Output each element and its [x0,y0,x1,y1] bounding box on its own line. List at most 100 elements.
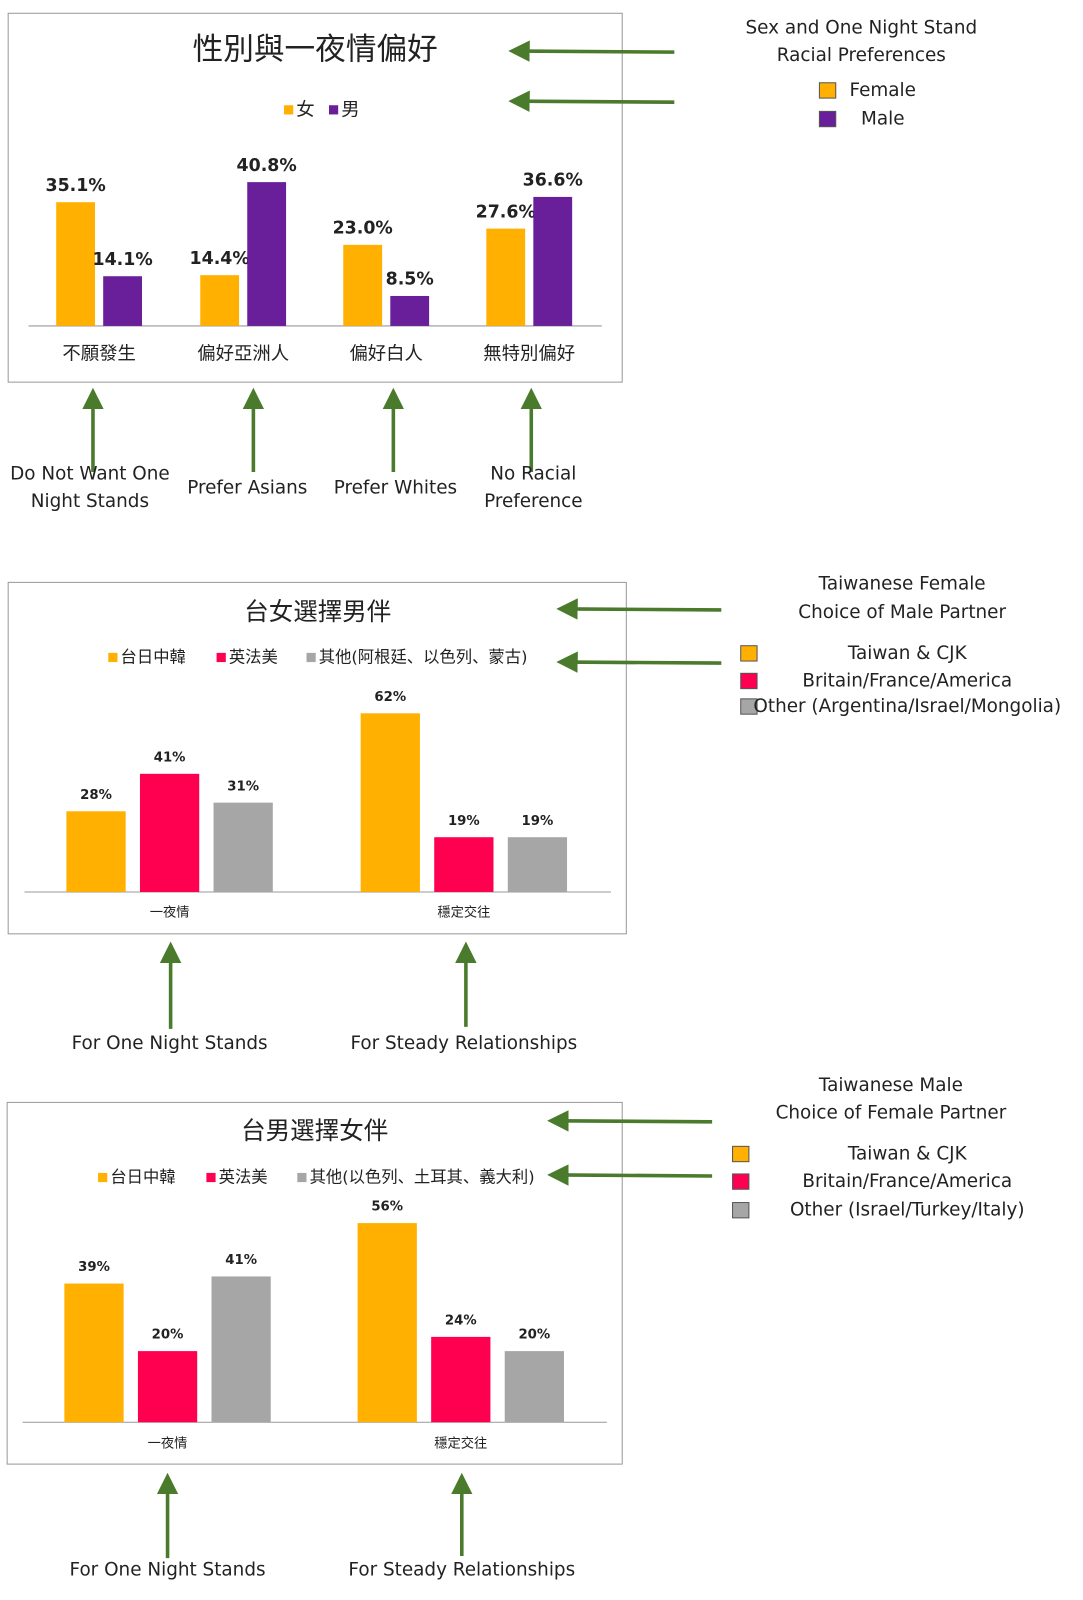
category-label: 穩定交往 [434,1435,487,1452]
data-label: 41% [154,750,186,765]
bar [247,182,287,326]
data-label: 28% [80,788,112,803]
bar [431,1336,491,1423]
legend-label: 台日中韓 [121,647,186,666]
data-label: 20% [518,1328,550,1343]
chart-title: 性別與一夜情偏好 [193,33,438,68]
data-label: 62% [374,690,406,705]
legend-label: 其他(阿根廷、以色列、蒙古) [319,647,528,666]
note-category: Night Stands [31,491,149,512]
legend-label: 英法美 [229,647,278,666]
note-category: Do Not Want One [10,464,170,485]
category-label: 一夜情 [150,904,190,920]
bar [504,1351,564,1423]
note-legend-label: Other (Israel/Turkey/Italy) [790,1200,1025,1221]
note-legend-swatch [740,698,758,715]
note-title: Choice of Female Partner [776,1103,1007,1124]
data-label: 40.8% [237,156,297,176]
chart-title: 台女選擇男伴 [244,597,391,626]
note-legend-label: Taiwan & CJK [847,643,968,664]
data-label: 39% [78,1260,110,1275]
note-legend-label: Taiwan & CJK [847,1144,968,1165]
note-category: For Steady Relationships [350,1033,577,1054]
note-legend-label: Britain/France/America [802,670,1012,691]
category-label: 偏好亞洲人 [197,344,289,365]
data-label: 23.0% [333,219,393,239]
legend-label: 其他(以色列、土耳其、義大利) [310,1168,535,1187]
data-label: 36.6% [523,171,583,191]
note-title: Racial Preferences [777,45,946,66]
category-label: 一夜情 [148,1436,188,1452]
category-label: 無特別偏好 [483,344,575,365]
bar [200,275,240,326]
legend-swatch [108,652,118,663]
note-legend-swatch [740,645,758,662]
bar [357,1223,417,1423]
legend-swatch [216,652,226,663]
data-label: 19% [448,814,480,829]
data-label: 31% [227,779,259,794]
legend-swatch [328,105,339,115]
legend-swatch [206,1172,216,1183]
data-label: 14.4% [190,249,250,269]
note-legend-swatch [818,82,837,99]
chart-frame [7,12,623,383]
legend-label: 女 [296,99,314,120]
bar [533,196,573,326]
bar [211,1276,271,1423]
note-legend-label: Female [850,80,916,101]
data-label: 8.5% [386,270,434,290]
bar [360,713,420,892]
legend-swatch [306,652,316,663]
note-legend-swatch [732,1202,750,1219]
legend-label: 英法美 [219,1168,268,1187]
bar [507,837,568,892]
note-category: Prefer Asians [187,477,307,498]
category-label: 不願發生 [62,344,136,365]
data-label: 56% [371,1200,403,1215]
bar [137,1351,198,1423]
data-label: 20% [152,1328,184,1343]
data-label: 14.1% [92,250,152,270]
note-category: For One Night Stands [70,1559,266,1580]
note-legend-swatch [732,1145,750,1163]
note-title: Choice of Male Partner [798,602,1006,623]
note-legend-swatch [818,110,837,128]
category-label: 穩定交往 [437,903,490,920]
note-legend-label: Britain/France/America [802,1171,1012,1192]
legend-swatch [284,105,294,115]
legend-label: 男 [341,99,359,120]
bar [343,244,383,326]
legend-label: 台日中韓 [110,1168,175,1187]
note-title: Taiwanese Female [818,573,986,594]
data-label: 41% [225,1253,257,1268]
note-legend-swatch [740,672,758,690]
note-legend-label: Male [861,109,905,130]
bar [64,1283,124,1423]
bar [486,228,526,326]
legend-swatch [297,1172,307,1183]
arrows [82,40,722,1559]
note-category: Preference [484,491,583,512]
note-category: Prefer Whites [334,477,457,498]
note-category: For One Night Stands [72,1033,268,1054]
note-category: No Racial [490,464,576,485]
note-legend-swatch [732,1173,750,1190]
category-label: 偏好白人 [349,344,423,365]
bar [103,276,143,326]
bar [434,837,494,892]
data-label: 24% [445,1314,477,1329]
data-label: 35.1% [45,176,105,196]
note-legend-label: Other (Argentina/Israel/Mongolia) [753,696,1061,717]
note-title: Sex and One Night Stand [745,18,977,39]
note-category: For Steady Relationships [348,1559,575,1580]
chart-title: 台男選擇女伴 [241,1116,388,1145]
bar [213,802,273,892]
bar [66,811,126,892]
bar [390,295,430,326]
bar [56,202,96,326]
data-label: 27.6% [476,202,536,222]
bar [139,773,200,892]
